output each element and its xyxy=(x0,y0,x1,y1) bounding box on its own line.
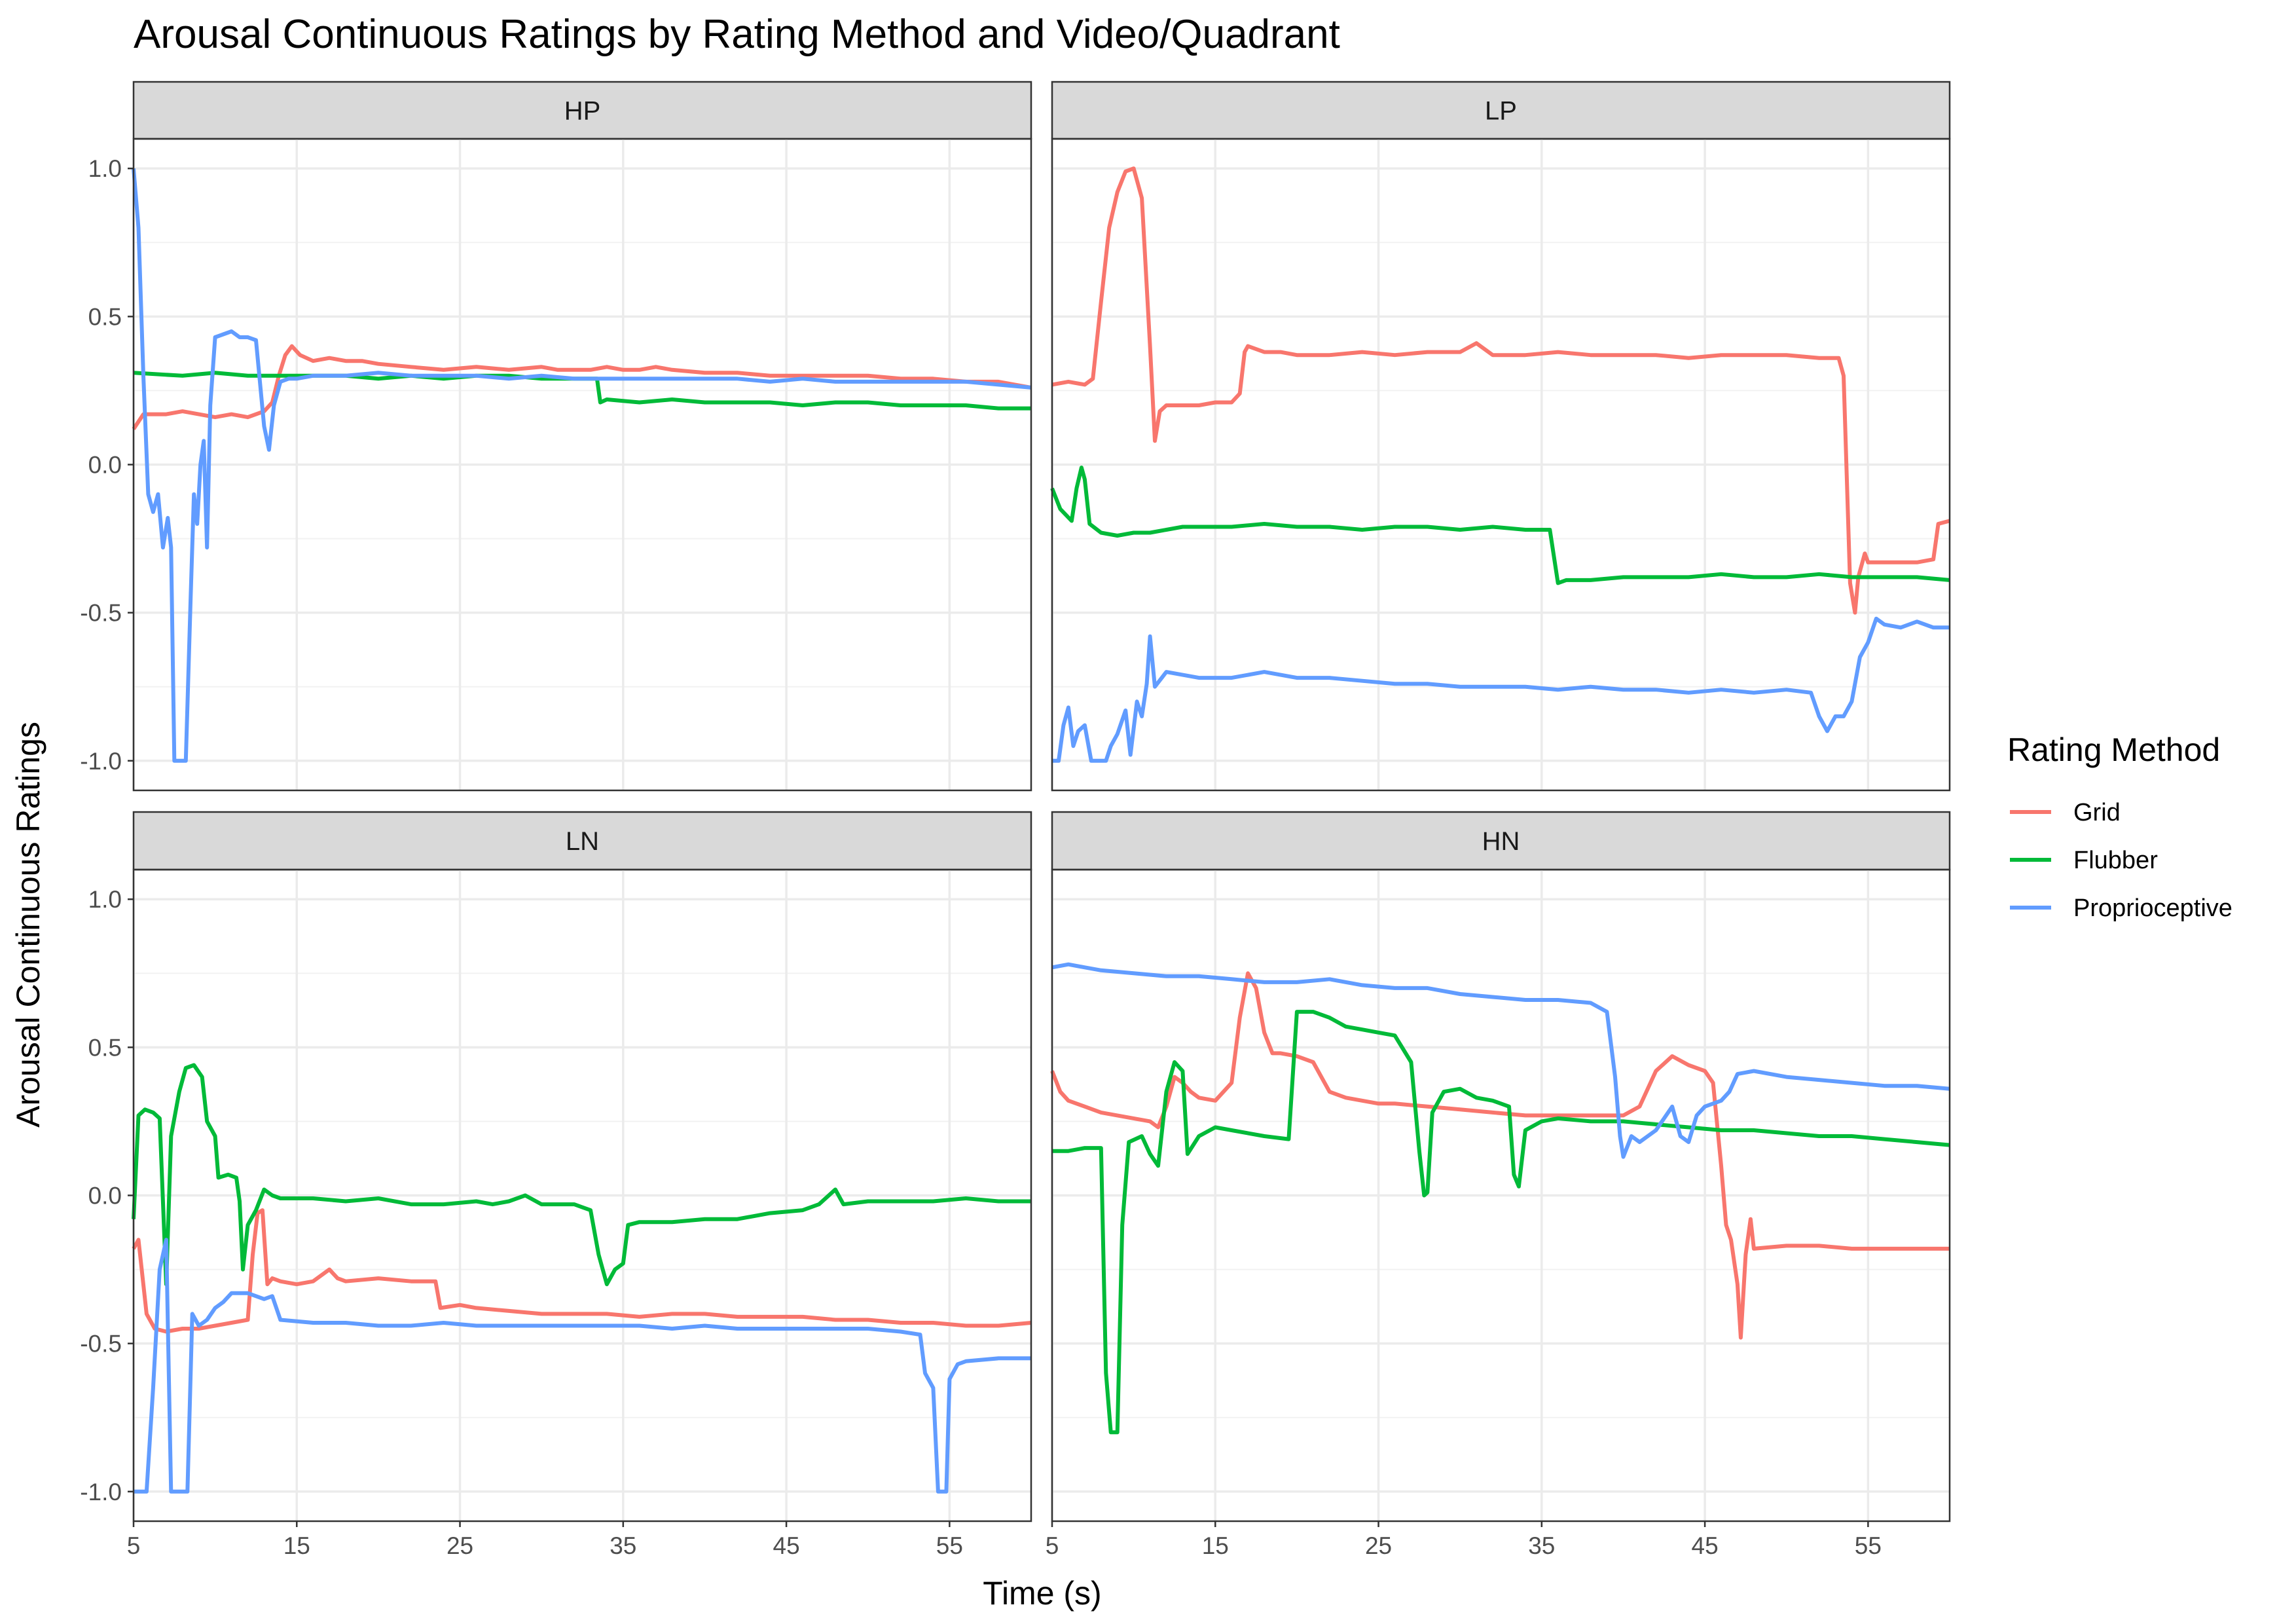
series-line-grid xyxy=(132,1208,1032,1334)
y-tick-label: 0.5 xyxy=(88,303,122,330)
panel-border xyxy=(1051,868,1951,1522)
y-tick-label: -0.5 xyxy=(80,600,122,627)
y-tick-label: 1.0 xyxy=(88,155,122,182)
series-line-flubber xyxy=(1052,1010,1950,1435)
series-line-proprioceptive xyxy=(132,168,1032,763)
x-tick-label: 45 xyxy=(1692,1532,1719,1559)
strip-ln xyxy=(132,811,1032,871)
gridlines xyxy=(1051,139,1950,790)
strip-hn xyxy=(1051,811,1951,871)
legend-title: Rating Method xyxy=(2007,731,2220,768)
x-tick-label: 25 xyxy=(446,1532,473,1559)
x-tick-label: 5 xyxy=(1046,1532,1059,1559)
panel-hn: HN 5 15 25 35 45 55 xyxy=(1046,811,1951,1559)
x-tick-label: 45 xyxy=(773,1532,800,1559)
gridlines xyxy=(132,139,1031,790)
series-line-proprioceptive xyxy=(1051,962,1950,1159)
x-tick-label: 5 xyxy=(127,1532,141,1559)
legend-label-grid: Grid xyxy=(2073,799,2121,826)
panel-lp: LP xyxy=(1050,81,1951,792)
strip-label: HN xyxy=(1482,827,1520,856)
series-line-grid xyxy=(1051,166,1950,615)
strip-label: HP xyxy=(564,97,601,126)
strip-lp xyxy=(1051,81,1951,140)
x-axis-title: Time (s) xyxy=(983,1575,1101,1612)
y-tick-label: 1.0 xyxy=(88,886,122,913)
x-tick-label: 35 xyxy=(610,1532,636,1559)
facet-panels: HP 1.0 0.5 0.0 -0.5 -1.0 LP LN 1.0 0.5 0.0 -0.5 -1.0… xyxy=(80,81,1951,1559)
x-tick-label: 55 xyxy=(1855,1532,1882,1559)
y-axis-title: Arousal Continuous Ratings xyxy=(10,722,46,1128)
panel-border xyxy=(1051,138,1951,792)
series-line-grid xyxy=(132,344,1032,430)
strip-label: LN xyxy=(566,827,599,856)
y-tick-label: -1.0 xyxy=(80,748,122,775)
x-tick-label: 15 xyxy=(283,1532,310,1559)
series-line-proprioceptive xyxy=(1052,616,1950,763)
legend: Rating Method Grid Flubber Proprioceptive xyxy=(2007,731,2232,922)
legend-label-proprioceptive: Proprioceptive xyxy=(2073,895,2232,922)
y-tick-label: -0.5 xyxy=(80,1331,122,1357)
panel-hp: HP 1.0 0.5 0.0 -0.5 -1.0 xyxy=(80,81,1032,792)
strip-hp xyxy=(132,81,1032,140)
x-tick-label: 25 xyxy=(1365,1532,1392,1559)
legend-label-flubber: Flubber xyxy=(2073,847,2158,874)
y-tick-label: 0.5 xyxy=(88,1034,122,1061)
panel-ln: LN 1.0 0.5 0.0 -0.5 -1.0 5 15 25 35 45 55 xyxy=(80,811,1032,1559)
y-tick-label: 0.0 xyxy=(88,452,122,479)
x-tick-label: 15 xyxy=(1202,1532,1229,1559)
series-line-flubber xyxy=(1050,466,1950,585)
x-tick-label: 35 xyxy=(1528,1532,1555,1559)
series-line-grid xyxy=(1050,971,1950,1340)
chart-title: Arousal Continuous Ratings by Rating Met… xyxy=(134,12,1340,57)
x-tick-label: 55 xyxy=(936,1532,963,1559)
y-tick-label: -1.0 xyxy=(80,1479,122,1505)
legend-items: Grid Flubber Proprioceptive xyxy=(2010,799,2232,922)
series-line-proprioceptive xyxy=(134,1238,1031,1494)
y-tick-label: 0.0 xyxy=(88,1183,122,1209)
strip-label: LP xyxy=(1485,97,1517,126)
series-line-flubber xyxy=(132,1063,1031,1287)
